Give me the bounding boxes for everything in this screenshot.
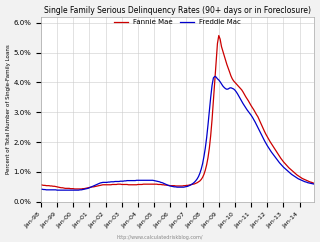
Fannie Mae — [244, 95, 248, 98]
Fannie Mae — [183, 184, 187, 187]
Freddie Mac — [70, 189, 74, 192]
Line: Fannie Mae: Fannie Mae — [41, 36, 315, 189]
Freddie Mac — [313, 183, 316, 186]
Freddie Mac — [113, 180, 117, 183]
Title: Single Family Serious Delinquency Rates (90+ days or in Foreclosure): Single Family Serious Delinquency Rates … — [44, 6, 311, 15]
Fannie Mae — [69, 187, 73, 190]
Legend: Fannie Mae, Freddie Mac: Fannie Mae, Freddie Mac — [111, 16, 244, 28]
Freddie Mac — [178, 186, 182, 189]
Freddie Mac — [213, 75, 217, 78]
Freddie Mac — [55, 189, 59, 192]
Line: Freddie Mac: Freddie Mac — [41, 76, 315, 190]
Fannie Mae — [217, 34, 221, 37]
Freddie Mac — [244, 106, 248, 109]
Fannie Mae — [73, 188, 76, 190]
Fannie Mae — [178, 184, 182, 187]
Y-axis label: Percent of Total Number of Single-Family Loans: Percent of Total Number of Single-Family… — [5, 44, 11, 174]
Freddie Mac — [183, 185, 187, 188]
Fannie Mae — [86, 186, 90, 189]
Fannie Mae — [113, 183, 117, 186]
Freddie Mac — [39, 188, 43, 191]
Fannie Mae — [313, 182, 316, 185]
Fannie Mae — [39, 183, 43, 186]
Text: http://www.calculatedriskblog.com/: http://www.calculatedriskblog.com/ — [117, 234, 203, 240]
Freddie Mac — [86, 187, 90, 190]
